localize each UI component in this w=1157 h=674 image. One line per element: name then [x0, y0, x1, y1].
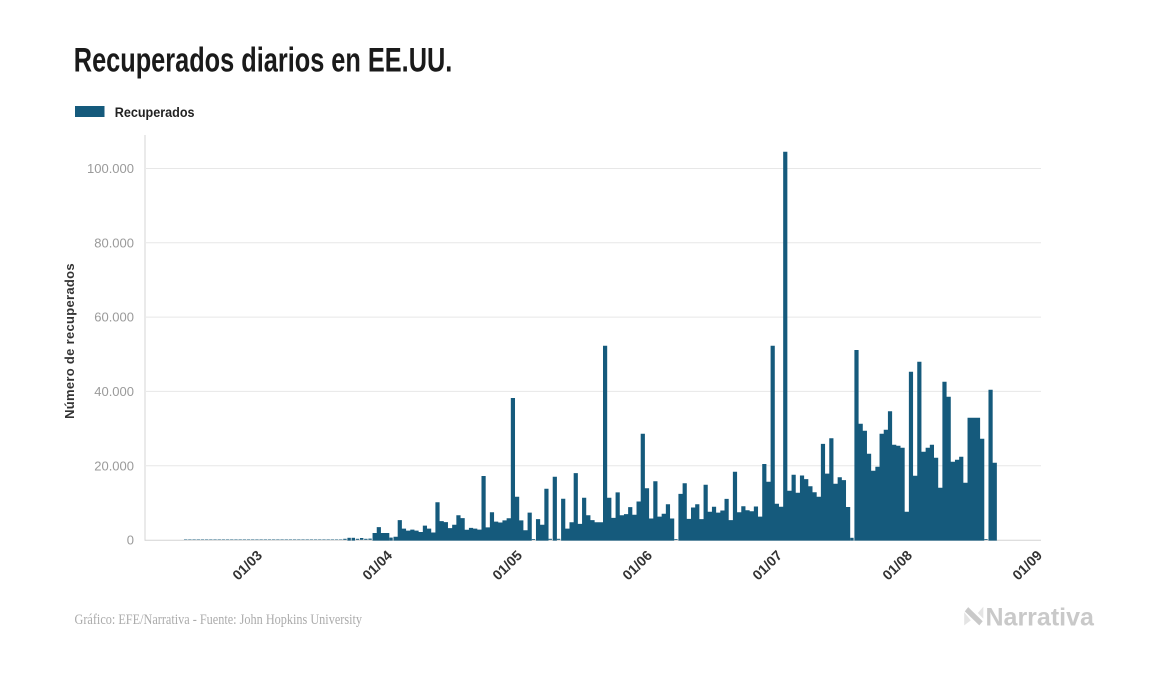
svg-text:Número de recuperados: Número de recuperados	[62, 263, 77, 419]
svg-text:Recuperados diarios en EE.UU.: Recuperados diarios en EE.UU.	[74, 42, 453, 79]
svg-text:60.000: 60.000	[94, 310, 134, 325]
svg-text:80.000: 80.000	[94, 235, 134, 250]
svg-text:0: 0	[127, 533, 134, 548]
svg-text:100.000: 100.000	[87, 161, 134, 176]
svg-text:40.000: 40.000	[94, 384, 134, 399]
svg-text:Gráfico: EFE/Narrativa - Fuent: Gráfico: EFE/Narrativa - Fuente: John Ho…	[75, 611, 363, 627]
svg-text:20.000: 20.000	[94, 458, 134, 473]
svg-text:Recuperados: Recuperados	[115, 105, 195, 121]
svg-text:Narrativa: Narrativa	[986, 603, 1095, 631]
